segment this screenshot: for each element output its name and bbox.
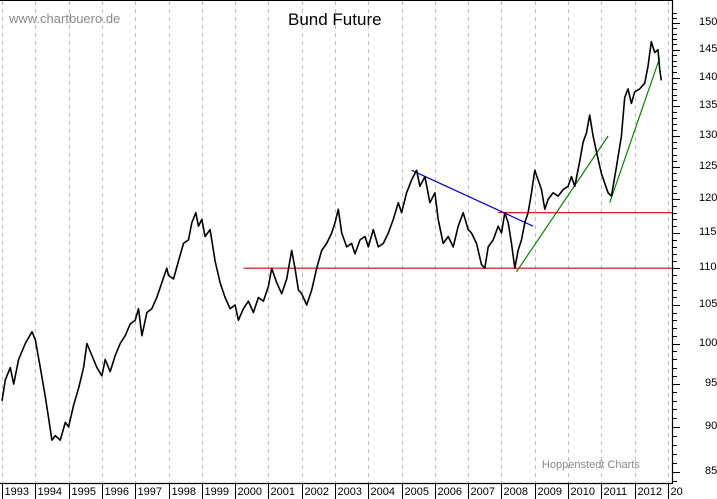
watermark: www.chartbuero.de [9,11,121,26]
x-tick-label: 1995 [71,486,96,498]
x-tick-label: 2003 [337,486,362,498]
x-tick-label: 20 [670,486,683,498]
x-tick-label: 2008 [503,486,528,498]
annotation-lines [243,57,672,273]
x-tick-label: 2011 [603,486,628,498]
y-tick-label: 95 [705,377,717,390]
x-tick-label: 2009 [537,486,562,498]
axes [0,0,674,485]
y-tick-label: 125 [699,160,717,173]
x-tick-label: 2012 [637,486,662,498]
x-tick-label: 2006 [437,486,462,498]
x-tick-label: 2005 [404,486,429,498]
y-tick-label: 115 [699,226,717,239]
chart-credit: Hoppenstedt Charts [542,459,640,471]
y-tick-label: 105 [699,297,717,310]
downtrend-line [411,169,534,227]
x-tick-label: 2007 [470,486,495,498]
x-tick-label: 2000 [237,486,262,498]
y-axis-ticks [672,13,680,482]
x-tick-label: 1993 [4,486,29,498]
price-series-line [1,40,663,441]
uptrend-1-line [515,135,609,273]
x-tick-label: 1996 [104,486,129,498]
x-tick-label: 2002 [304,486,329,498]
x-tick-label: 2004 [370,486,395,498]
x-tick-label: 1994 [37,486,62,498]
x-tick-label: 2001 [270,486,295,498]
y-tick-label: 110 [699,261,717,274]
y-tick-label: 130 [699,129,717,142]
x-tick-label: 2010 [570,486,595,498]
y-tick-label: 90 [705,419,717,432]
chart-title: Bund Future [288,10,382,29]
y-tick-label: 140 [699,70,717,83]
x-tick-label: 1997 [137,486,162,498]
x-tick-label: 1998 [171,486,196,498]
x-tick-label: 1999 [204,486,229,498]
y-tick-label: 150 [699,16,717,28]
x-axis-ticks [2,484,669,499]
vertical-gridlines [2,1,669,483]
uptrend-2-line [609,57,661,203]
y-tick-label: 145 [699,42,717,55]
y-tick-label: 85 [705,465,717,477]
y-tick-label: 120 [699,192,717,205]
y-tick-label: 100 [699,336,717,349]
y-tick-label: 135 [699,99,717,112]
